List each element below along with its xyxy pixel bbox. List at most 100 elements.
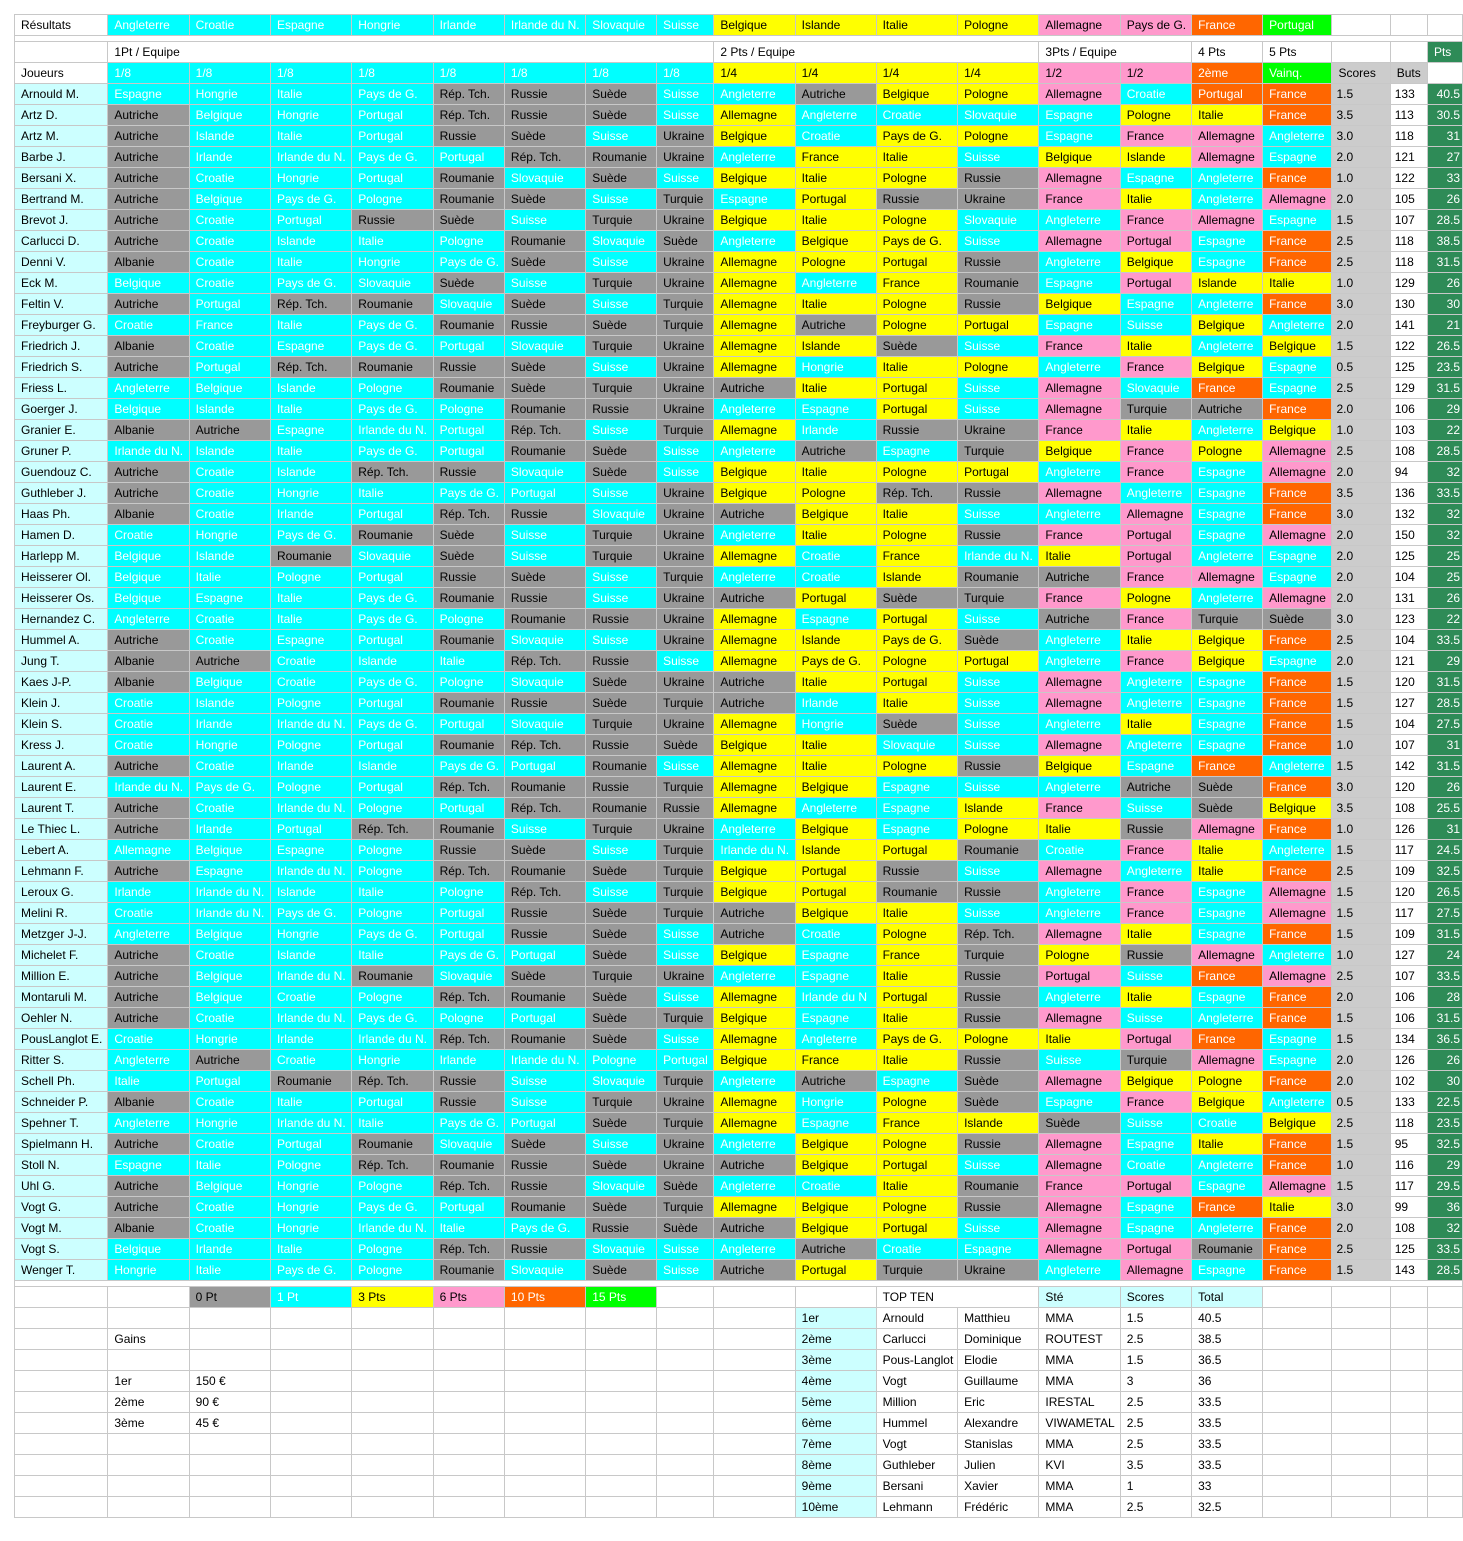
pick-cell[interactable]: Portugal (875, 608, 959, 630)
pick-cell[interactable]: Allemagne (1262, 188, 1333, 210)
pick-cell[interactable]: Allemagne (1191, 818, 1264, 840)
player-scores[interactable]: 2.0 (1331, 650, 1391, 672)
result-sf-cell[interactable]: Pays de G. (1119, 14, 1193, 36)
pick-cell[interactable]: Pologne (432, 1007, 505, 1029)
pick-cell[interactable]: Turquie (585, 713, 658, 735)
pick-cell[interactable]: Portugal (188, 1070, 271, 1092)
pick-cell[interactable]: Angleterre (1038, 713, 1121, 735)
pick-cell[interactable]: Russie (957, 251, 1040, 273)
pick-cell[interactable]: France (1262, 482, 1333, 504)
pick-cell[interactable]: Croatie (188, 1133, 271, 1155)
pick-cell[interactable]: Roumanie (503, 860, 587, 882)
pick-cell[interactable]: Albanie (107, 650, 190, 672)
pick-cell[interactable]: Croatie (188, 755, 271, 777)
player-goals[interactable]: 118 (1389, 1112, 1428, 1134)
player-goals[interactable]: 108 (1389, 1217, 1428, 1239)
pick-cell[interactable]: Italie (1262, 1196, 1333, 1218)
pick-cell[interactable]: Espagne (107, 1154, 190, 1176)
player-scores[interactable]: 2.0 (1331, 1217, 1391, 1239)
pick-cell[interactable]: Autriche (107, 125, 190, 147)
pick-cell[interactable]: Allemagne (713, 1196, 796, 1218)
player-goals[interactable]: 117 (1389, 1175, 1428, 1197)
pick-cell[interactable]: Italie (794, 755, 877, 777)
pick-cell[interactable]: Islande (269, 881, 353, 903)
pick-cell[interactable]: Ukraine (656, 629, 715, 651)
pick-cell[interactable]: Autriche (107, 986, 190, 1008)
result-qf-cell[interactable]: Italie (875, 14, 959, 36)
pick-cell[interactable]: Roumanie (957, 272, 1040, 294)
pick-cell[interactable]: Suisse (503, 209, 587, 231)
pick-cell[interactable]: Roumanie (503, 1196, 587, 1218)
pick-cell[interactable]: Belgique (1191, 1091, 1264, 1113)
player-goals[interactable]: 94 (1389, 461, 1428, 483)
pick-cell[interactable]: Suède (585, 461, 658, 483)
pick-cell[interactable]: Russie (875, 188, 959, 210)
pick-cell[interactable]: Slovaquie (432, 1133, 505, 1155)
pick-cell[interactable]: Allemagne (1119, 1259, 1193, 1281)
pick-cell[interactable]: Slovaquie (503, 713, 587, 735)
pick-cell[interactable]: Pays de G. (875, 230, 959, 252)
pick-cell[interactable]: Rép. Tch. (432, 986, 505, 1008)
pick-cell[interactable]: Allemagne (1191, 125, 1264, 147)
pick-cell[interactable]: Hongrie (188, 734, 271, 756)
player-goals[interactable]: 127 (1389, 692, 1428, 714)
pick-cell[interactable]: Portugal (351, 125, 434, 147)
player-scores[interactable]: 3.5 (1331, 104, 1391, 126)
pick-cell[interactable]: Suède (656, 734, 715, 756)
pick-cell[interactable]: Angleterre (713, 524, 796, 546)
pick-cell[interactable]: Roumanie (432, 1259, 505, 1281)
pick-cell[interactable]: Russie (957, 293, 1040, 315)
pick-cell[interactable]: Turquie (585, 335, 658, 357)
player-scores[interactable]: 2.5 (1331, 629, 1391, 651)
pick-cell[interactable]: Russie (957, 986, 1040, 1008)
pick-cell[interactable]: Allemagne (713, 545, 796, 567)
pick-cell[interactable]: Suisse (1119, 314, 1193, 336)
pick-cell[interactable]: Belgique (794, 1154, 877, 1176)
pick-cell[interactable]: Suisse (585, 566, 658, 588)
pick-cell[interactable]: Portugal (1119, 545, 1193, 567)
pick-cell[interactable]: Angleterre (1191, 545, 1264, 567)
pick-cell[interactable]: Angleterre (713, 146, 796, 168)
pick-cell[interactable]: Islande (794, 839, 877, 861)
pick-cell[interactable]: Irlande du N. (107, 776, 190, 798)
pick-cell[interactable]: Espagne (794, 398, 877, 420)
player-scores[interactable]: 2.0 (1331, 398, 1391, 420)
player-scores[interactable]: 2.0 (1331, 461, 1391, 483)
pick-cell[interactable]: Irlande du N. (351, 1217, 434, 1239)
pick-cell[interactable]: Suisse (1119, 797, 1193, 819)
pick-cell[interactable]: France (1262, 1259, 1333, 1281)
pick-cell[interactable]: Russie (503, 1238, 587, 1260)
pick-cell[interactable]: Espagne (1119, 1217, 1193, 1239)
pick-cell[interactable]: Angleterre (107, 1049, 190, 1071)
pick-cell[interactable]: Hongrie (269, 482, 353, 504)
pick-cell[interactable]: Roumanie (503, 608, 587, 630)
pick-cell[interactable]: Portugal (1119, 524, 1193, 546)
player-goals[interactable]: 118 (1389, 251, 1428, 273)
pick-cell[interactable]: Suisse (1119, 1007, 1193, 1029)
player-scores[interactable]: 1.5 (1331, 902, 1391, 924)
player-scores[interactable]: 2.0 (1331, 566, 1391, 588)
pick-cell[interactable]: Belgique (713, 1049, 796, 1071)
pick-cell[interactable]: Russie (432, 1091, 505, 1113)
pick-cell[interactable]: Pologne (875, 209, 959, 231)
pick-cell[interactable]: Croatie (107, 692, 190, 714)
pick-cell[interactable]: Portugal (432, 713, 505, 735)
pick-cell[interactable]: Suisse (585, 482, 658, 504)
player-scores[interactable]: 3.0 (1331, 503, 1391, 525)
player-goals[interactable]: 113 (1389, 104, 1428, 126)
player-goals[interactable]: 123 (1389, 608, 1428, 630)
pick-cell[interactable]: Irlande du N. (188, 902, 271, 924)
player-scores[interactable]: 0.5 (1331, 356, 1391, 378)
pick-cell[interactable]: Portugal (957, 650, 1040, 672)
pick-cell[interactable]: Allemagne (1038, 1007, 1121, 1029)
pick-cell[interactable]: France (1119, 839, 1193, 861)
pick-cell[interactable]: Portugal (875, 377, 959, 399)
pick-cell[interactable]: Rép. Tch. (503, 734, 587, 756)
pick-cell[interactable]: Ukraine (656, 398, 715, 420)
pick-cell[interactable]: Suisse (503, 1070, 587, 1092)
pick-cell[interactable]: Belgique (794, 503, 877, 525)
pick-cell[interactable]: Rép. Tch. (432, 83, 505, 105)
pick-cell[interactable]: Pays de G. (875, 125, 959, 147)
pick-cell[interactable]: Suède (585, 902, 658, 924)
pick-cell[interactable]: Espagne (1191, 881, 1264, 903)
